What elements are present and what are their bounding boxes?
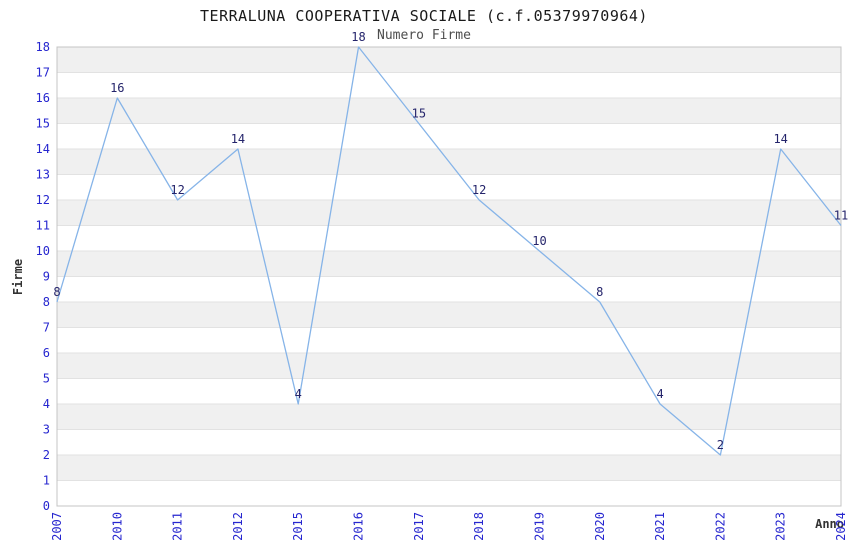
point-label: 8 [53,285,60,299]
grid-band [56,454,842,481]
point-label: 10 [532,234,546,248]
plot-background-bands [56,46,842,481]
x-axis-tick-labels: 2007 2010 2011 2012 2015 2016 2017 2018 2019 2020… [50,512,848,541]
x-tick-label: 2017 [412,512,426,541]
point-label: 4 [295,387,302,401]
y-tick-label: 2 [43,448,50,462]
x-tick-label: 2019 [532,512,546,541]
y-tick-label: 13 [36,168,50,182]
y-axis-label: Firme [11,259,25,295]
grid-band [56,403,842,430]
point-label: 12 [472,183,486,197]
point-label: 4 [656,387,663,401]
chart-title: TERRALUNA COOPERATIVA SOCIALE (c.f.05379… [200,7,648,25]
y-tick-label: 7 [43,321,50,335]
x-tick-label: 2011 [171,512,185,541]
data-line-numero-firme [56,46,842,456]
y-tick-label: 9 [43,270,50,284]
grid-band [56,250,842,277]
x-tick-label: 2018 [472,512,486,541]
chart-subtitle: Numero Firme [377,28,471,43]
x-axis-label: Anno [815,517,844,531]
y-tick-label: 12 [36,193,50,207]
grid-band [56,199,842,226]
plot-border [56,46,842,507]
y-tick-label: 15 [36,117,50,131]
point-label: 18 [351,30,365,44]
point-label: 14 [231,132,245,146]
y-tick-label: 16 [36,91,50,105]
y-tick-label: 8 [43,295,50,309]
y-tick-label: 17 [36,66,50,80]
x-tick-label: 2007 [50,512,64,541]
point-label: 16 [110,81,124,95]
point-label: 12 [170,183,184,197]
grid-band [56,352,842,379]
x-tick-label: 2012 [231,512,245,541]
x-tick-label: 2010 [110,512,124,541]
y-tick-label: 14 [36,142,50,156]
point-label: 15 [412,107,426,121]
y-tick-label: 3 [43,423,50,437]
y-tick-label: 5 [43,372,50,386]
x-tick-label: 2016 [352,512,366,541]
x-tick-label: 2015 [291,512,305,541]
point-label: 2 [717,438,724,452]
grid-band [56,301,842,328]
y-tick-label: 6 [43,346,50,360]
x-tick-label: 2024 [834,512,848,541]
x-tick-label: 2021 [653,512,667,541]
grid-band [56,97,842,124]
point-labels: 8 16 12 14 4 18 15 12 10 8 4 2 14 11 [53,30,848,452]
y-tick-label: 4 [43,397,50,411]
x-tick-label: 2022 [713,512,727,541]
y-tick-label: 10 [36,244,50,258]
y-tick-label: 11 [36,219,50,233]
x-tick-label: 2020 [593,512,607,541]
y-tick-label: 18 [36,40,50,54]
grid-band [56,46,842,73]
x-tick-label: 2023 [774,512,788,541]
point-label: 8 [596,285,603,299]
y-tick-label: 0 [43,499,50,513]
point-label: 11 [834,209,848,223]
y-tick-label: 1 [43,474,50,488]
point-label: 14 [773,132,787,146]
